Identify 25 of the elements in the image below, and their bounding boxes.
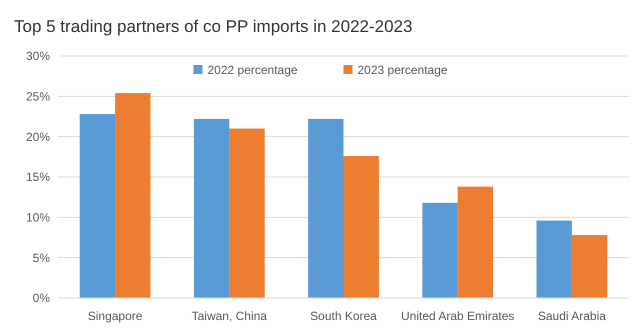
y-tick-label: 20%: [26, 130, 50, 144]
legend-label: 2023 percentage: [358, 63, 448, 78]
legend-label: 2022 percentage: [208, 63, 298, 78]
bar: [115, 93, 150, 298]
y-tick-label: 30%: [26, 49, 50, 64]
bar: [536, 220, 572, 298]
bar: [80, 114, 116, 298]
x-tick-label: United Arab Emirates: [401, 309, 514, 323]
x-tick-label: Taiwan, China: [192, 309, 268, 323]
bar: [422, 202, 458, 298]
y-tick-label: 25%: [26, 90, 50, 104]
y-tick-label: 10%: [26, 210, 50, 225]
chart-title: Top 5 trading partners of co PP imports in 2022-2023: [14, 17, 412, 36]
bar: [308, 118, 344, 298]
bar: [344, 156, 379, 298]
x-tick-label: South Korea: [310, 309, 378, 323]
x-tick-label: Saudi Arabia: [538, 309, 606, 323]
y-tick-label: 5%: [32, 250, 50, 265]
bar: [572, 235, 608, 298]
bar: [229, 128, 265, 298]
x-tick-label: Singapore: [88, 309, 143, 323]
y-tick-label: 0%: [32, 291, 50, 306]
y-tick-label: 15%: [26, 170, 50, 184]
bar: [458, 186, 494, 298]
bar: [194, 118, 230, 298]
